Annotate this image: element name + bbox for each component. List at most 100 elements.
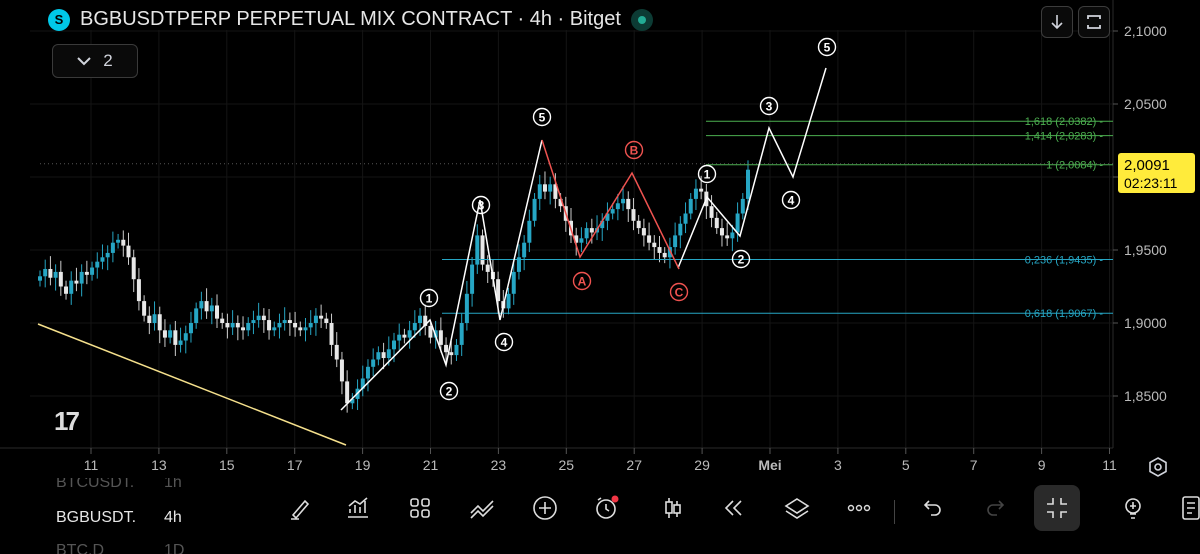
wave-label: 2: [738, 253, 745, 267]
undo-button[interactable]: [912, 488, 952, 528]
candle-body: [667, 247, 672, 258]
candle-body: [105, 252, 110, 258]
candle-type-button[interactable]: [653, 488, 693, 528]
fib-level-label: 1,618 (2,0382) -: [1025, 116, 1104, 128]
watchlist-symbol: BGBUSDT.: [56, 509, 137, 526]
candle-body: [605, 213, 610, 221]
candle-body: [90, 267, 95, 275]
candle-body: [215, 305, 219, 319]
symbol-header[interactable]: S BGBUSDTPERP PERPETUAL MIX CONTRACT · 4…: [48, 8, 653, 31]
candle-body: [475, 235, 480, 265]
candle-body: [241, 327, 246, 331]
bitget-logo-icon: S: [48, 8, 70, 31]
chart-settings-button[interactable]: [1146, 455, 1170, 479]
indicators-icon: [348, 497, 368, 518]
time-tick-label: 11: [1102, 457, 1117, 473]
abc-label-circle: [572, 271, 592, 291]
watchlist-panel[interactable]: BTCUSDT. 1h BGBUSDT. 4h BTC.D 1D: [56, 478, 216, 554]
add-button[interactable]: [525, 488, 565, 528]
candle-body: [730, 232, 735, 239]
wave-label-circle: [439, 381, 459, 401]
candle-body: [53, 271, 58, 278]
layers-button[interactable]: [777, 488, 817, 528]
candle-body: [516, 257, 521, 272]
undo-icon: [923, 500, 941, 516]
trendline: [37, 323, 347, 446]
watchlist-button[interactable]: [1172, 488, 1200, 528]
candle-body: [709, 206, 714, 218]
candle-body: [688, 198, 693, 214]
candle-body: [313, 315, 318, 323]
candle-body: [527, 220, 532, 243]
candle-body: [444, 344, 449, 353]
candle-body: [548, 184, 553, 192]
candle-body: [683, 213, 688, 224]
candle-body: [38, 276, 42, 281]
more-button[interactable]: [839, 488, 879, 528]
candle-body: [64, 286, 69, 294]
watchlist-row[interactable]: BTC.D 1D: [56, 542, 184, 554]
candle-body: [402, 334, 407, 338]
candle-body: [293, 323, 298, 328]
watchlist-row-active[interactable]: BGBUSDT. 4h: [56, 509, 182, 527]
abc-label: A: [578, 275, 587, 289]
wave-label: 1: [426, 292, 433, 306]
price-tick-label: 1,9000: [1124, 315, 1167, 331]
candle-body: [48, 268, 53, 278]
templates-button[interactable]: [400, 488, 440, 528]
candle-body: [558, 198, 563, 207]
watchlist-timeframe: 4h: [164, 509, 182, 526]
candle-body: [553, 184, 558, 199]
candle-body: [116, 239, 121, 243]
candle-body: [647, 235, 652, 243]
wave-label: 1: [704, 168, 711, 182]
fullscreen-exit-button[interactable]: [1034, 485, 1080, 531]
wave-label-circle: [494, 332, 514, 352]
candle-body: [449, 352, 454, 356]
bar-countdown: 02:23:11: [1124, 175, 1178, 191]
wave-label-circle: [817, 37, 837, 57]
candle-body: [329, 323, 334, 345]
alerts-button[interactable]: [587, 488, 627, 528]
candle-body: [615, 203, 620, 210]
collapse-indicators-button[interactable]: 2: [52, 44, 138, 78]
wave-label: 3: [478, 199, 485, 213]
candle-body: [220, 318, 225, 323]
wave-label-circle: [731, 249, 751, 269]
fib-level-label: 0,236 (1,9435) -: [1025, 254, 1104, 266]
alarm-clock-icon: [596, 495, 619, 519]
time-axis[interactable]: 11 13 15 17 19 21 23 25 27 29 Mei 3 5 7 9 11: [0, 447, 1117, 473]
time-tick-label: 27: [626, 457, 642, 473]
candle-body: [626, 198, 631, 210]
candle-body: [657, 247, 662, 253]
replay-button[interactable]: [714, 488, 754, 528]
candle-body: [95, 261, 100, 268]
ideas-button[interactable]: [1113, 488, 1153, 528]
watchlist-row[interactable]: BTCUSDT. 1h: [56, 478, 182, 492]
fib-level-label: 1 (2,0084) -: [1046, 160, 1103, 172]
wave-label-circle: [419, 288, 439, 308]
candle-body: [735, 213, 740, 233]
drawing-tools-button[interactable]: [462, 488, 502, 528]
candle-body: [308, 323, 313, 328]
candle-body: [522, 242, 527, 258]
candle-body: [256, 315, 261, 321]
time-tick-label: 3: [834, 457, 842, 473]
redo-icon: [987, 500, 1005, 516]
wave-label-circle: [471, 195, 491, 215]
indicator-count: 2: [103, 51, 113, 70]
brush-button[interactable]: [280, 488, 320, 528]
redo-button[interactable]: [976, 488, 1016, 528]
elliott-correction-wave: [541, 139, 680, 270]
candle-body: [662, 252, 667, 258]
candle-body: [360, 378, 365, 389]
market-open-icon: [630, 8, 653, 31]
indicators-button[interactable]: [338, 488, 378, 528]
scroll-to-realtime-button[interactable]: [1041, 6, 1073, 38]
candle-body: [610, 209, 615, 214]
chart-layout-button[interactable]: [1078, 6, 1110, 38]
drawings-layer: 1,618 (2,0382) - 1,414 (2,0283) - 1 (2,008…: [37, 67, 1113, 446]
candle-body: [204, 301, 209, 312]
